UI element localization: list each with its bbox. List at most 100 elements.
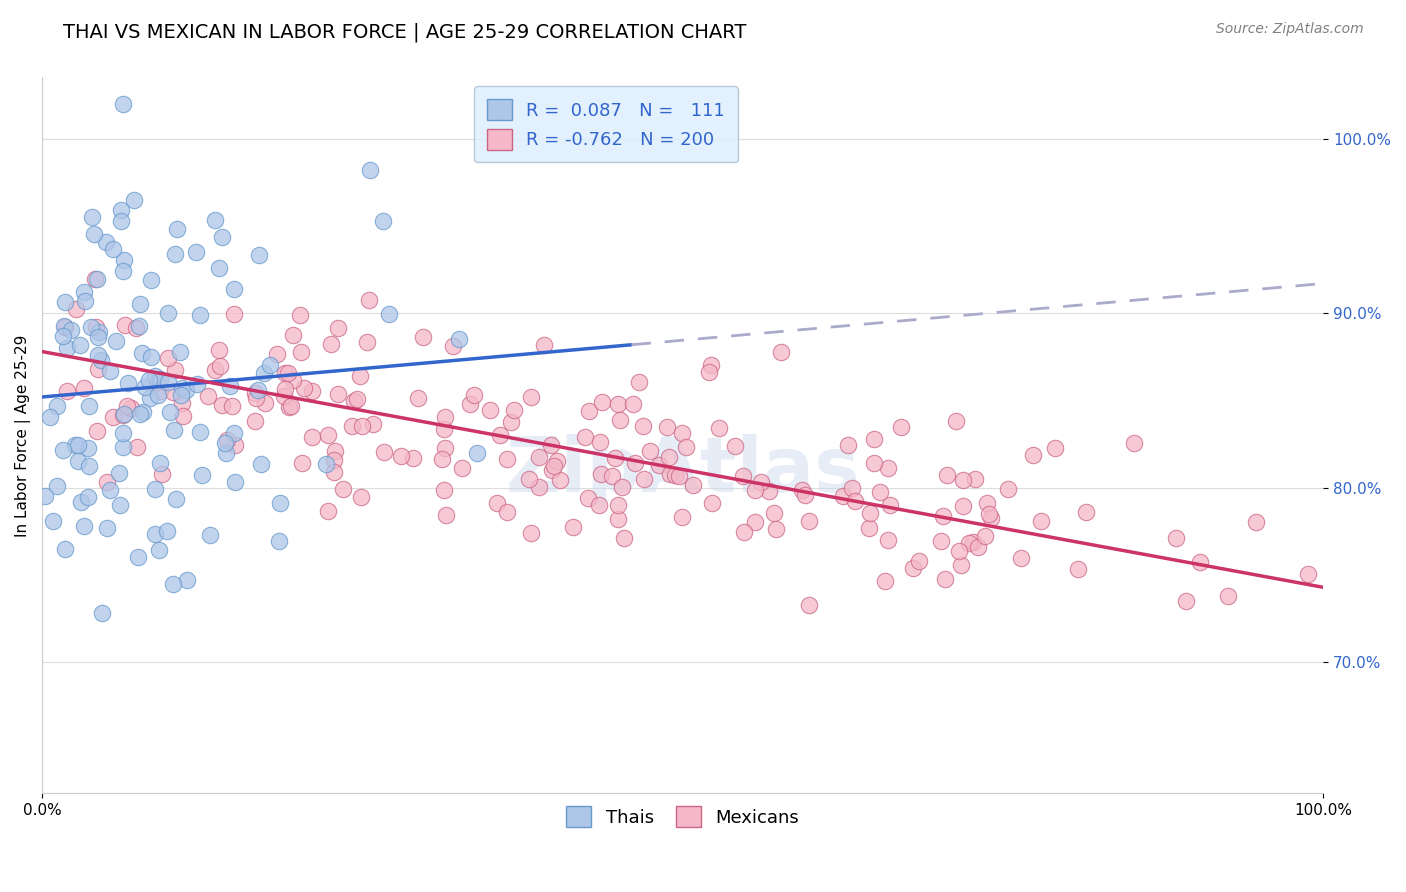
Point — [127, 550, 149, 565]
Point — [323, 444, 346, 458]
Point — [950, 558, 973, 573]
Point — [591, 395, 613, 409]
Point — [165, 246, 187, 260]
Point — [612, 480, 634, 494]
Point — [724, 439, 747, 453]
Point — [1188, 555, 1211, 569]
Point — [86, 362, 108, 376]
Point — [170, 388, 193, 402]
Point — [465, 446, 488, 460]
Point — [356, 335, 378, 350]
Point — [166, 221, 188, 235]
Point — [1031, 514, 1053, 528]
Point — [589, 434, 612, 449]
Point — [967, 540, 990, 554]
Point — [56, 341, 79, 355]
Point — [301, 384, 323, 399]
Point — [186, 377, 208, 392]
Point — [169, 345, 191, 359]
Point — [765, 523, 787, 537]
Point — [962, 535, 984, 549]
Point — [110, 214, 132, 228]
Point — [56, 384, 79, 399]
Point — [633, 472, 655, 486]
Point — [149, 456, 172, 470]
Point — [165, 491, 187, 506]
Point — [117, 376, 139, 390]
Point — [621, 397, 644, 411]
Point — [733, 524, 755, 539]
Point — [1175, 594, 1198, 608]
Point — [281, 328, 304, 343]
Point — [328, 386, 350, 401]
Point — [541, 463, 564, 477]
Point — [86, 425, 108, 439]
Point — [221, 400, 243, 414]
Point — [1010, 551, 1032, 566]
Point — [266, 347, 288, 361]
Point — [86, 329, 108, 343]
Point — [441, 339, 464, 353]
Point — [458, 397, 481, 411]
Point — [359, 163, 381, 178]
Point — [163, 363, 186, 377]
Point — [963, 472, 986, 486]
Point — [273, 366, 295, 380]
Point — [94, 235, 117, 250]
Point — [540, 437, 562, 451]
Point — [319, 336, 342, 351]
Point — [80, 319, 103, 334]
Point — [211, 398, 233, 412]
Point — [292, 380, 315, 394]
Point — [733, 468, 755, 483]
Point — [209, 359, 232, 374]
Point — [519, 390, 541, 404]
Point — [197, 389, 219, 403]
Point — [658, 450, 681, 465]
Point — [254, 396, 277, 410]
Point — [111, 408, 134, 422]
Point — [108, 498, 131, 512]
Point — [357, 293, 380, 308]
Point — [224, 282, 246, 296]
Point — [499, 415, 522, 429]
Point — [879, 498, 901, 512]
Point — [247, 248, 270, 262]
Point — [316, 428, 339, 442]
Point — [204, 363, 226, 377]
Point — [65, 302, 87, 317]
Point — [277, 366, 299, 380]
Point — [932, 508, 955, 523]
Point — [131, 346, 153, 360]
Point — [973, 529, 995, 543]
Point — [709, 420, 731, 434]
Point — [148, 543, 170, 558]
Point — [170, 396, 193, 410]
Point — [433, 422, 456, 436]
Point — [112, 407, 135, 421]
Point — [108, 466, 131, 480]
Point — [73, 381, 96, 395]
Point — [42, 514, 65, 528]
Point — [520, 525, 543, 540]
Point — [623, 457, 645, 471]
Point — [607, 397, 630, 411]
Point — [478, 403, 501, 417]
Point — [797, 598, 820, 612]
Point — [543, 458, 565, 473]
Point — [1022, 448, 1045, 462]
Point — [605, 451, 627, 466]
Point — [70, 494, 93, 508]
Point — [245, 391, 267, 405]
Point — [77, 442, 100, 456]
Point — [77, 400, 100, 414]
Point — [638, 444, 661, 458]
Point — [172, 409, 194, 423]
Point — [533, 338, 555, 352]
Point — [34, 489, 56, 503]
Point — [143, 368, 166, 383]
Point — [350, 419, 373, 434]
Point — [243, 414, 266, 428]
Point — [655, 420, 678, 434]
Point — [1218, 589, 1240, 603]
